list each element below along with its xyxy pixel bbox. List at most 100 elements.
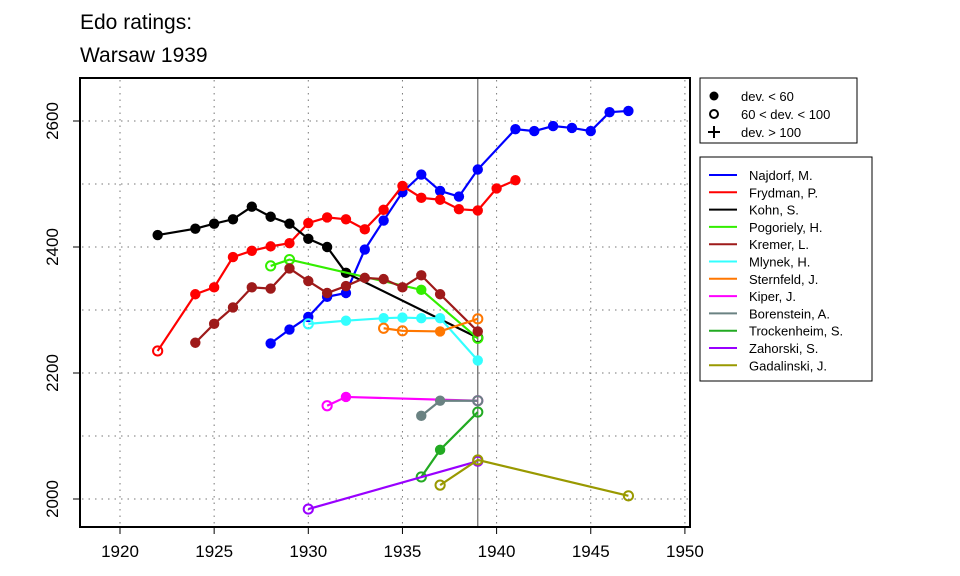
data-point-filled xyxy=(227,302,239,313)
data-point-open xyxy=(622,490,635,502)
legend-label: Borenstein, A. xyxy=(749,306,830,321)
data-point-open xyxy=(152,345,164,357)
data-point-filled xyxy=(472,205,483,216)
data-point-filled xyxy=(453,191,465,202)
y-tick-label: 2600 xyxy=(43,102,62,140)
data-point-open xyxy=(378,322,390,334)
open-circle-icon xyxy=(709,109,719,119)
data-point-open xyxy=(302,318,314,330)
data-point-filled xyxy=(378,312,389,324)
x-tick-label: 1935 xyxy=(384,542,422,561)
legend-label: Kohn, S. xyxy=(749,203,799,218)
data-point-filled xyxy=(246,245,258,256)
data-point-filled xyxy=(434,185,446,197)
data-point-filled xyxy=(340,315,352,326)
data-point-filled xyxy=(208,318,220,330)
data-point-open xyxy=(265,260,277,272)
data-point-filled xyxy=(378,215,389,226)
data-point-filled xyxy=(284,238,295,249)
chart-title-line2: Warsaw 1939 xyxy=(80,44,208,67)
data-point-open xyxy=(472,395,484,407)
data-point-filled xyxy=(397,312,408,323)
legend-label: Trockenheim, S. xyxy=(749,324,843,339)
plus-icon xyxy=(708,126,720,138)
series-line xyxy=(270,258,479,340)
series-legend: Najdorf, M. Frydman, P. Kohn, S. Pogoriely,… xyxy=(699,156,873,382)
data-point-filled xyxy=(416,270,427,281)
data-point-filled xyxy=(416,410,427,422)
data-point-filled xyxy=(434,326,446,337)
data-point-filled xyxy=(623,105,634,117)
data-point-open xyxy=(321,400,333,412)
data-point-filled xyxy=(246,201,258,212)
data-point-filled xyxy=(190,289,201,300)
data-point-filled xyxy=(434,312,446,324)
x-tick-label: 1950 xyxy=(666,542,704,561)
marker-legend: dev. < 60 60 < dev. < 100 dev. > 100 xyxy=(699,77,858,144)
legend-label: Mlynek, H. xyxy=(749,255,810,270)
series-kohn xyxy=(152,201,484,344)
series-gadalinski xyxy=(434,454,635,502)
data-point-filled xyxy=(510,123,521,135)
series-trockenheim xyxy=(415,406,484,483)
data-point-open xyxy=(396,325,409,337)
legend-label: Najdorf, M. xyxy=(749,168,813,183)
y-tick-label: 2000 xyxy=(43,480,62,518)
x-tick-label: 1920 xyxy=(101,542,139,561)
grid xyxy=(82,78,688,527)
data-point-filled xyxy=(416,192,427,204)
data-point-filled xyxy=(472,355,483,366)
data-point-filled xyxy=(265,283,276,294)
x-tick-label: 1940 xyxy=(478,542,516,561)
data-point-filled xyxy=(434,395,446,406)
data-point-filled xyxy=(303,217,314,229)
data-point-filled xyxy=(529,125,540,137)
data-point-filled xyxy=(434,444,446,456)
series-line xyxy=(420,411,479,478)
series-sternfeld xyxy=(378,313,484,337)
data-point-filled xyxy=(378,204,389,216)
data-point-filled xyxy=(340,280,352,292)
data-point-filled xyxy=(359,244,370,255)
data-point-filled xyxy=(208,282,220,293)
data-point-filled xyxy=(321,241,333,253)
y-tick-label: 2200 xyxy=(43,354,62,392)
x-tick-label: 1930 xyxy=(289,542,327,561)
plot-frame xyxy=(79,77,691,528)
x-tick-label: 1925 xyxy=(195,542,233,561)
series-najdorf xyxy=(265,105,634,349)
series-line xyxy=(383,317,479,333)
data-point-filled xyxy=(303,275,314,287)
series-frydman xyxy=(152,175,521,357)
data-point-filled xyxy=(585,125,596,137)
legend-label: Frydman, P. xyxy=(749,185,818,200)
data-point-filled xyxy=(416,312,427,324)
data-point-filled xyxy=(340,391,352,403)
data-point-filled xyxy=(227,214,239,225)
legend-label: Kiper, J. xyxy=(749,289,796,304)
data-point-filled xyxy=(416,169,427,180)
data-point-filled xyxy=(472,326,483,337)
data-point-filled xyxy=(246,282,258,293)
data-point-filled xyxy=(190,337,201,348)
data-point-filled xyxy=(340,214,352,225)
series-borenstein xyxy=(416,395,484,422)
data-point-open xyxy=(434,479,446,491)
data-point-filled xyxy=(284,324,295,335)
legend-label: Gadalinski, J. xyxy=(749,358,827,373)
legend-label: Sternfeld, J. xyxy=(749,272,818,287)
data-point-open xyxy=(472,454,484,466)
data-point-filled xyxy=(265,338,276,349)
data-point-filled xyxy=(566,122,578,134)
data-point-filled xyxy=(321,212,333,223)
legend-label: Pogoriely, H. xyxy=(749,220,822,235)
data-point-filled xyxy=(472,164,483,175)
data-point-filled xyxy=(284,263,295,274)
data-point-filled xyxy=(227,251,239,263)
series-legend-box xyxy=(699,156,873,382)
data-point-filled xyxy=(491,183,502,194)
data-point-open xyxy=(302,503,314,515)
data-point-filled xyxy=(284,218,295,229)
marker-legend-box xyxy=(699,77,858,144)
series-line xyxy=(308,460,479,511)
